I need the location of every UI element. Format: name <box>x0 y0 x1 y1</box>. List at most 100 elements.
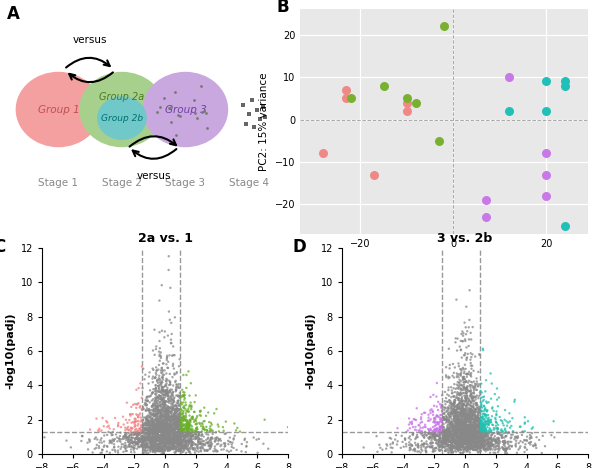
Point <box>158 418 168 425</box>
Point <box>181 443 191 450</box>
Point <box>471 426 481 433</box>
Point <box>473 414 482 421</box>
Point <box>411 416 421 424</box>
Point <box>144 380 154 387</box>
Point <box>184 446 193 453</box>
Point <box>450 427 460 434</box>
Point <box>146 439 155 446</box>
Point <box>463 401 472 408</box>
Point <box>128 431 138 439</box>
Point <box>171 420 181 427</box>
Point <box>132 439 142 446</box>
Point <box>456 433 466 440</box>
Point <box>469 437 478 445</box>
Point <box>151 416 160 424</box>
Point <box>446 444 456 451</box>
Point <box>182 420 192 427</box>
Point <box>166 431 176 439</box>
Point <box>162 427 172 435</box>
Point <box>163 417 172 424</box>
Point <box>526 438 536 446</box>
Point <box>185 428 194 436</box>
Point <box>160 442 169 450</box>
Point <box>456 429 466 436</box>
Point <box>494 437 504 445</box>
Point <box>476 424 486 432</box>
Point <box>457 398 466 405</box>
Point <box>147 442 157 450</box>
Point <box>195 420 205 428</box>
Point <box>470 446 479 454</box>
Point <box>467 394 477 401</box>
Point <box>158 436 168 444</box>
Point <box>191 427 200 435</box>
Point <box>132 435 142 443</box>
Point <box>440 426 449 434</box>
Point <box>459 366 469 373</box>
Point <box>458 442 467 449</box>
Point <box>437 437 447 444</box>
Point <box>464 431 473 438</box>
Point <box>163 405 173 412</box>
Point <box>125 437 135 444</box>
Point <box>436 434 446 442</box>
Point <box>163 445 172 453</box>
Point <box>158 430 168 438</box>
Point <box>456 446 466 453</box>
Point <box>160 397 169 405</box>
Point <box>446 418 455 425</box>
Point <box>471 439 481 447</box>
Point <box>90 445 100 453</box>
Point <box>149 448 159 455</box>
Point <box>128 410 137 418</box>
Point <box>462 392 472 399</box>
Point <box>140 438 149 445</box>
Point <box>440 428 450 436</box>
Point <box>163 431 173 439</box>
Point <box>185 431 195 439</box>
Point <box>449 422 458 430</box>
Point <box>148 429 158 437</box>
Point <box>460 438 469 446</box>
Point <box>173 437 183 444</box>
Point <box>468 427 478 434</box>
Point <box>169 438 178 446</box>
Point <box>142 449 151 457</box>
Point <box>499 441 509 448</box>
Point <box>161 401 171 409</box>
Point <box>148 365 157 373</box>
Point <box>466 438 475 446</box>
Point <box>444 411 454 418</box>
Point <box>461 421 470 429</box>
Point <box>194 429 204 437</box>
Point <box>167 417 177 424</box>
Point <box>151 343 161 350</box>
Point <box>456 436 466 444</box>
Point <box>155 440 164 448</box>
Point <box>520 444 530 452</box>
Point <box>142 435 152 442</box>
Point <box>457 401 467 408</box>
Point <box>404 421 414 428</box>
Point <box>155 410 165 417</box>
Point <box>148 375 157 382</box>
Point <box>153 395 163 402</box>
Point <box>466 388 476 395</box>
Point <box>459 428 469 435</box>
Point <box>472 414 482 421</box>
Point <box>455 429 465 436</box>
Point <box>470 383 479 390</box>
Point <box>165 435 175 443</box>
Point <box>465 408 475 416</box>
Point <box>157 432 166 439</box>
Point <box>472 414 482 421</box>
Point <box>466 431 476 439</box>
Point <box>399 443 409 450</box>
Point <box>456 420 466 427</box>
Point <box>161 407 171 414</box>
Point <box>455 411 464 419</box>
Point <box>176 439 185 446</box>
Point <box>179 415 188 422</box>
Point <box>196 445 206 453</box>
Point <box>469 437 478 445</box>
